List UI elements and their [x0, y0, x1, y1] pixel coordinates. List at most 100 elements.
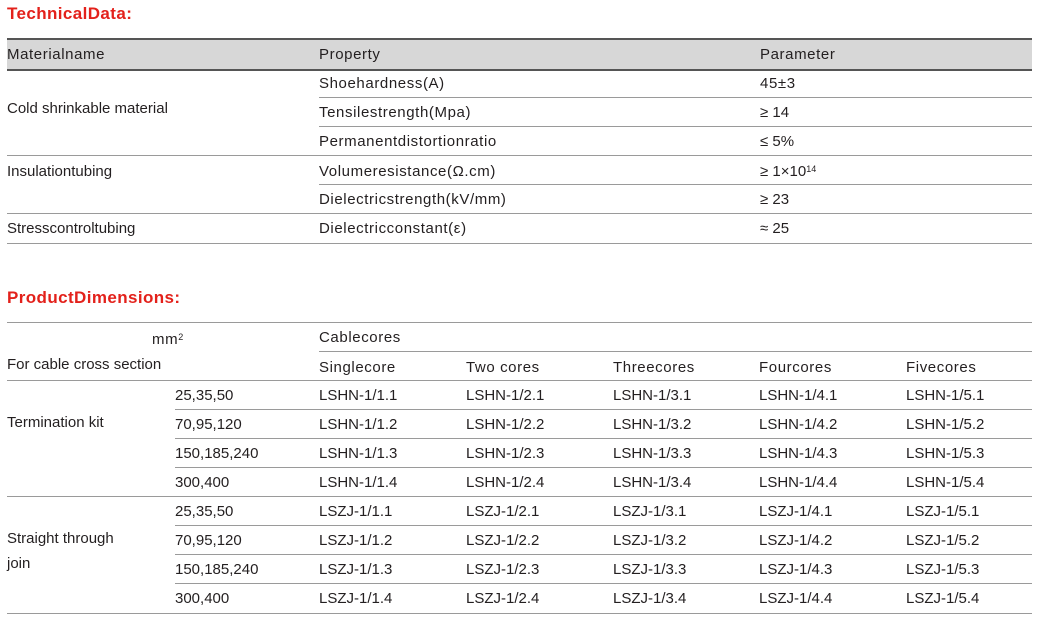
model-code: LSZJ-1/2.1	[466, 503, 540, 520]
product-group-name: Straight through	[7, 530, 114, 547]
model-code: LSZJ-1/2.2	[466, 532, 540, 549]
material-name: Stresscontroltubing	[7, 220, 136, 237]
header-divider	[319, 351, 1032, 352]
model-code: LSZJ-1/5.2	[906, 532, 980, 549]
model-code: LSHN-1/4.2	[759, 416, 838, 433]
model-code: LSHN-1/2.1	[466, 387, 545, 404]
model-code: LSHN-1/1.4	[319, 474, 398, 491]
parameter-cell: ≥ 1×1014	[760, 163, 816, 181]
cross-section-value: 70,95,120	[175, 416, 242, 433]
product-group-name-line2: join	[7, 555, 31, 572]
product-dimensions-table: mm2 For cable cross section Cablecores S…	[7, 322, 1032, 617]
cross-section-value: 25,35,50	[175, 387, 234, 404]
cross-section-value: 70,95,120	[175, 532, 242, 549]
table-top-rule	[7, 322, 1032, 323]
core-header: Two cores	[466, 359, 540, 376]
product-dimensions-title: ProductDimensions:	[7, 288, 181, 307]
table-header-row	[7, 40, 1032, 69]
property-cell: Shoehardness(A)	[319, 75, 445, 92]
model-code: LSHN-1/2.3	[466, 445, 545, 462]
unit-exponent: 2	[178, 332, 184, 342]
material-name: Cold shrinkable material	[7, 100, 168, 117]
group-divider	[7, 213, 1032, 214]
group-divider	[7, 496, 1032, 497]
header-parameter: Parameter	[760, 46, 836, 63]
material-name: Insulationtubing	[7, 163, 113, 180]
model-code: LSHN-1/3.1	[613, 387, 692, 404]
parameter-base: ≥ 1×10	[760, 163, 807, 180]
parameter-cell: ≈ 25	[760, 220, 790, 237]
model-code: LSZJ-1/4.2	[759, 532, 833, 549]
cross-section-value: 150,185,240	[175, 561, 259, 578]
property-cell: Tensilestrength(Mpa)	[319, 104, 472, 121]
row-divider	[175, 554, 1032, 555]
model-code: LSHN-1/1.1	[319, 387, 398, 404]
model-code: LSZJ-1/2.4	[466, 590, 540, 607]
model-code: LSZJ-1/4.3	[759, 561, 833, 578]
header-bottom-rule	[7, 380, 1032, 381]
property-cell: Dielectricconstant(ε)	[319, 220, 467, 237]
model-code: LSHN-1/5.3	[906, 445, 985, 462]
model-code: LSHN-1/2.4	[466, 474, 545, 491]
cable-cores-label: Cablecores	[319, 329, 401, 346]
model-code: LSZJ-1/1.1	[319, 503, 393, 520]
unit-text: mm	[152, 331, 179, 348]
model-code: LSZJ-1/1.4	[319, 590, 393, 607]
row-divider	[175, 409, 1032, 410]
parameter-cell: ≥ 23	[760, 191, 790, 208]
model-code: LSHN-1/1.3	[319, 445, 398, 462]
table-header-rule	[7, 69, 1032, 71]
model-code: LSZJ-1/1.3	[319, 561, 393, 578]
core-header: Fourcores	[759, 359, 832, 376]
row-divider	[175, 525, 1032, 526]
property-cell: Volumeresistance(Ω.cm)	[319, 163, 496, 180]
model-code: LSZJ-1/1.2	[319, 532, 393, 549]
row-divider	[319, 184, 1032, 185]
parameter-cell: ≤ 5%	[760, 133, 795, 150]
model-code: LSHN-1/1.2	[319, 416, 398, 433]
header-material-name: Materialname	[7, 46, 106, 63]
technical-data-table: Materialname Property Parameter Cold shr…	[7, 38, 1032, 248]
core-header: Fivecores	[906, 359, 977, 376]
model-code: LSZJ-1/5.1	[906, 503, 980, 520]
property-cell: Dielectricstrength(kV/mm)	[319, 191, 507, 208]
model-code: LSZJ-1/5.4	[906, 590, 980, 607]
core-header: Singlecore	[319, 359, 396, 376]
cross-section-value: 300,400	[175, 474, 230, 491]
parameter-exponent: 14	[806, 164, 817, 174]
row-divider	[175, 583, 1032, 584]
property-cell: Permanentdistortionratio	[319, 133, 497, 150]
cross-section-value: 25,35,50	[175, 503, 234, 520]
row-divider	[175, 467, 1032, 468]
model-code: LSHN-1/3.2	[613, 416, 692, 433]
model-code: LSHN-1/3.4	[613, 474, 692, 491]
parameter-cell: ≥ 14	[760, 104, 790, 121]
model-code: LSHN-1/2.2	[466, 416, 545, 433]
model-code: LSZJ-1/3.1	[613, 503, 687, 520]
technical-data-title: TechnicalData:	[7, 4, 133, 23]
unit-label: mm2	[152, 331, 184, 349]
row-divider	[319, 97, 1032, 98]
model-code: LSHN-1/4.4	[759, 474, 838, 491]
product-group-name: Termination kit	[7, 414, 104, 431]
cross-section-value: 150,185,240	[175, 445, 259, 462]
table-top-rule	[7, 38, 1032, 40]
group-divider	[7, 155, 1032, 156]
model-code: LSHN-1/5.1	[906, 387, 985, 404]
model-code: LSHN-1/5.2	[906, 416, 985, 433]
model-code: LSHN-1/5.4	[906, 474, 985, 491]
model-code: LSZJ-1/3.2	[613, 532, 687, 549]
cross-section-label: For cable cross section	[7, 356, 162, 373]
model-code: LSZJ-1/3.3	[613, 561, 687, 578]
parameter-cell: 45±3	[760, 75, 796, 92]
header-property: Property	[319, 46, 381, 63]
table-bottom-rule	[7, 243, 1032, 244]
core-header: Threecores	[613, 359, 695, 376]
row-divider	[175, 438, 1032, 439]
model-code: LSZJ-1/3.4	[613, 590, 687, 607]
model-code: LSZJ-1/4.1	[759, 503, 833, 520]
model-code: LSZJ-1/2.3	[466, 561, 540, 578]
cross-section-value: 300,400	[175, 590, 230, 607]
model-code: LSZJ-1/4.4	[759, 590, 833, 607]
row-divider	[319, 126, 1032, 127]
